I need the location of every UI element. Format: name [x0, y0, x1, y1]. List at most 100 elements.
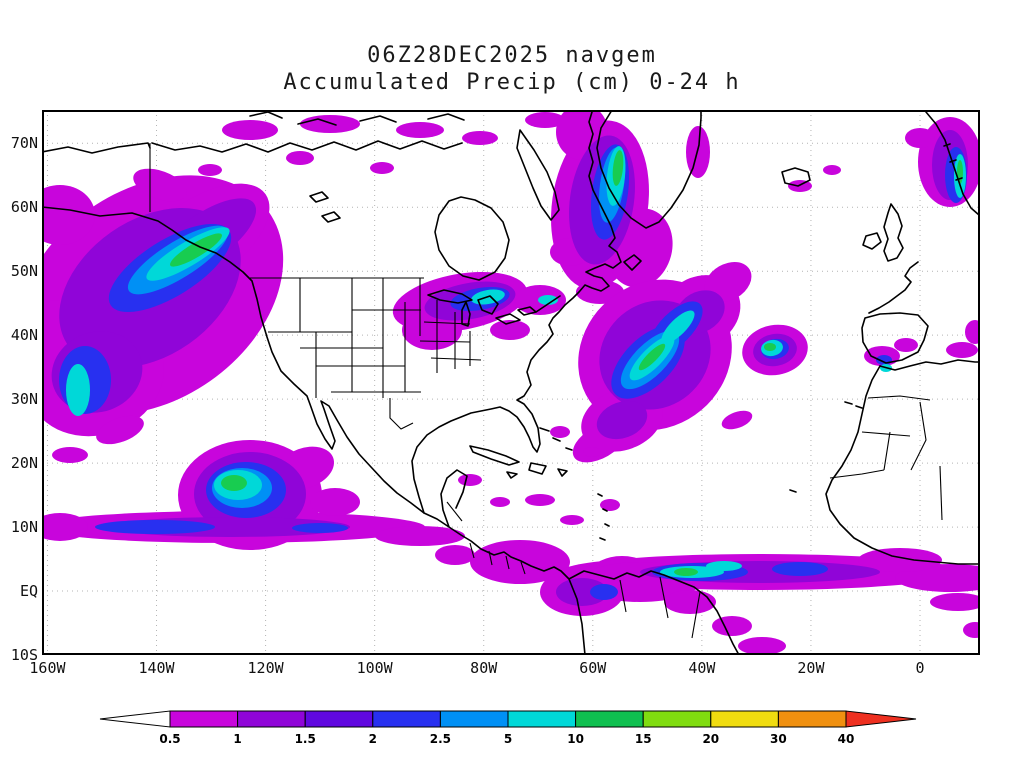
colorbar-label: 30 [770, 732, 787, 746]
colorbar-segment [439, 710, 509, 728]
precip-contour [590, 584, 618, 600]
precip-contour [721, 410, 753, 430]
precip-contour [222, 120, 278, 140]
lon-tick-label: 40W [688, 659, 716, 677]
coastlines [42, 110, 980, 655]
precip-contour [556, 578, 608, 606]
colorbar-label: 5 [504, 732, 512, 746]
colorbar-segment [777, 710, 847, 728]
precip-contour [435, 545, 475, 565]
precip-contour [96, 415, 144, 445]
colorbar-segment [642, 710, 712, 728]
colorbar-label: 1.5 [295, 732, 316, 746]
precip-contour [764, 343, 776, 351]
precip-contour [370, 162, 394, 174]
precip-contour [310, 488, 360, 516]
precip-contour [462, 131, 498, 145]
lat-tick-label: EQ [19, 582, 38, 601]
precip-contour [930, 593, 980, 611]
precip-contour [583, 447, 601, 457]
precip-contour [525, 494, 555, 506]
precip-contour [596, 400, 648, 440]
lon-tick-label: 140W [138, 659, 175, 677]
precip-contour [738, 637, 786, 655]
lat-tick-label: 50N [10, 262, 38, 281]
lon-tick-label: 120W [247, 659, 284, 677]
precip-contour [375, 526, 465, 546]
colorbar-label: 15 [635, 732, 652, 746]
map-canvas [42, 110, 980, 655]
precip-contour [538, 295, 558, 305]
colorbar-over-arrow [845, 710, 917, 728]
precip-contour [300, 115, 360, 133]
precip-contour [42, 185, 95, 245]
map-frame [42, 110, 980, 655]
precip-contour [664, 590, 716, 614]
title-valid-time: 06Z28DEC2025 navgem [367, 43, 657, 68]
precip-contour [95, 520, 215, 534]
colorbar-under-arrow [99, 710, 171, 728]
precip-contour [712, 616, 752, 636]
precip-contour [221, 475, 247, 491]
precip-contour [560, 515, 584, 525]
colorbar-segment [169, 710, 239, 728]
precip-contour [286, 151, 314, 165]
precip-contour [42, 513, 88, 541]
precip-contour [894, 338, 918, 352]
lon-tick-label: 0 [915, 659, 925, 677]
colorbar-segment [372, 710, 441, 728]
colorbar-label: 0.5 [159, 732, 180, 746]
precip-contour [772, 562, 828, 576]
colorbar-label: 20 [702, 732, 719, 746]
precip-contour [470, 540, 570, 584]
colorbar-segment [237, 710, 306, 728]
precip-contour [612, 150, 624, 186]
lon-tick-label: 80W [470, 659, 498, 677]
precip-contour [706, 561, 742, 571]
precip-contour [674, 568, 698, 576]
colorbar-label: 2.5 [430, 732, 451, 746]
precip-contour [170, 233, 222, 267]
colorbar-label: 10 [567, 732, 584, 746]
precip-contour [458, 474, 482, 486]
precip-contour [963, 622, 980, 638]
precip-contour [396, 122, 444, 138]
lat-tick-label: 30N [10, 390, 38, 409]
precip-shading [42, 110, 980, 655]
lon-tick-label: 20W [797, 659, 825, 677]
lat-tick-label: 10N [10, 518, 38, 537]
colorbar-label: 1 [233, 732, 241, 746]
lat-tick-label: 40N [10, 326, 38, 345]
precip-contour [133, 168, 187, 202]
colorbar-segment [710, 710, 779, 728]
precip-contour [638, 343, 666, 371]
colorbar-segment [507, 710, 577, 728]
precip-contour [788, 180, 812, 192]
colorbar: 0.5 1 1.5 2 2.5 5 10 15 20 30 40 [99, 710, 917, 746]
precip-contour [66, 364, 90, 416]
precip-contour [858, 548, 942, 572]
lat-tick-label: 60N [10, 198, 38, 217]
precip-contour [490, 320, 530, 340]
precip-contour [198, 164, 222, 176]
precip-contour [905, 128, 935, 148]
title-variable: Accumulated Precip (cm) 0-24 h [283, 70, 741, 95]
lat-tick-label: 10S [10, 646, 38, 664]
precip-contour [52, 447, 88, 463]
lon-tick-label: 60W [579, 659, 607, 677]
precip-contour [704, 262, 752, 302]
precip-contour [600, 499, 620, 511]
lat-tick-label: 20N [10, 454, 38, 473]
precip-contour [292, 523, 348, 533]
chart-title: 06Z28DEC2025 navgem Accumulated Precip (… [0, 42, 1024, 96]
lon-tick-label: 160W [29, 659, 66, 677]
precip-contour [550, 426, 570, 438]
precip-contour [965, 320, 980, 344]
colorbar-label: 40 [838, 732, 855, 746]
political-borders [149, 143, 943, 639]
colorbar-label: 2 [369, 732, 377, 746]
lat-tick-label: 70N [10, 134, 38, 153]
precip-contour [490, 497, 510, 507]
precip-contour [946, 342, 978, 358]
